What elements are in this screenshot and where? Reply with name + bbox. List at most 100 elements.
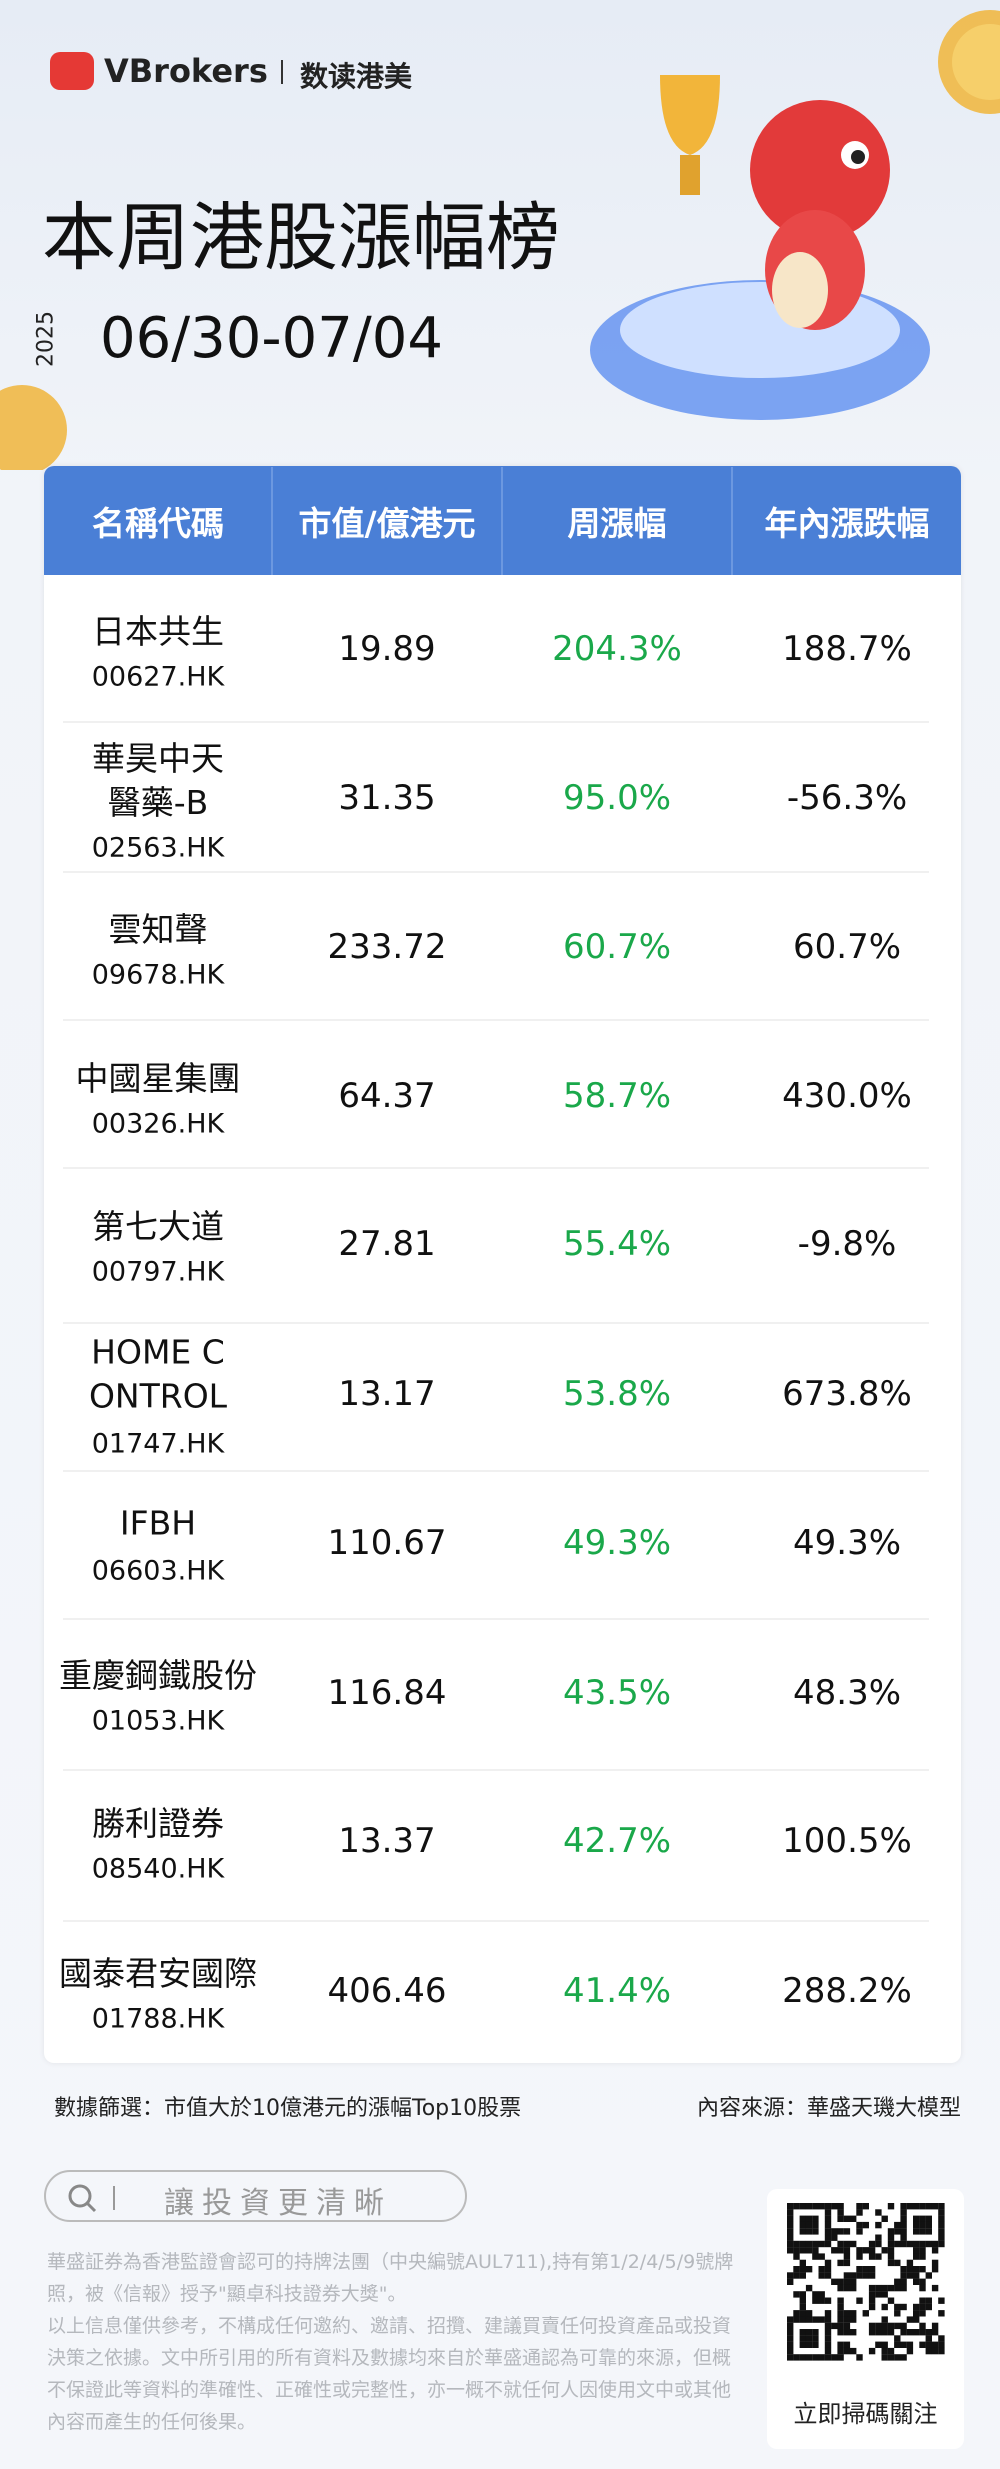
qr-module bbox=[925, 2203, 932, 2210]
decoration bbox=[0, 10, 1000, 470]
qr-module bbox=[913, 2221, 920, 2229]
qr-module bbox=[894, 2341, 901, 2348]
qr-module bbox=[837, 2215, 844, 2222]
qr-module bbox=[818, 2297, 825, 2304]
stock-name: 雲知聲 bbox=[108, 910, 208, 949]
qr-module bbox=[787, 2203, 794, 2210]
qr-module bbox=[787, 2240, 794, 2248]
qr-module bbox=[887, 2240, 895, 2248]
qr-module bbox=[805, 2221, 813, 2229]
stock-code: 00326.HK bbox=[91, 1108, 225, 1140]
stock-name: 中國星集團 bbox=[75, 1059, 241, 1098]
weekly-change: 60.7% bbox=[562, 927, 672, 967]
qr-module bbox=[799, 2329, 806, 2336]
qr-module bbox=[831, 2228, 838, 2235]
qr-module bbox=[938, 2228, 945, 2235]
row-divider bbox=[63, 1769, 929, 1771]
market-cap: 406.46 bbox=[327, 1971, 447, 2011]
qr-module bbox=[875, 2322, 882, 2330]
weekly-change: 49.3% bbox=[562, 1523, 672, 1563]
qr-module bbox=[868, 2322, 876, 2330]
stock-name: IFBH bbox=[119, 1503, 197, 1543]
stock-name: 日本共生 bbox=[92, 612, 224, 651]
stock-name: 華昊中天 bbox=[92, 739, 224, 778]
qr-module bbox=[812, 2316, 819, 2323]
ytd-change: -9.8% bbox=[797, 1224, 897, 1264]
stock-name: 第七大道 bbox=[92, 1207, 224, 1246]
qr-module bbox=[856, 2272, 863, 2279]
qr-module bbox=[862, 2221, 869, 2229]
qr-module bbox=[831, 2322, 838, 2330]
qr-module bbox=[868, 2247, 876, 2254]
qr-box: 立即掃碼關注 bbox=[767, 2189, 964, 2449]
qr-module bbox=[818, 2266, 825, 2273]
qr-module bbox=[824, 2266, 832, 2273]
stock-name: 勝利證券 bbox=[92, 1804, 224, 1843]
qr-module bbox=[799, 2221, 806, 2229]
market-cap: 13.17 bbox=[338, 1374, 436, 1414]
qr-module bbox=[919, 2240, 926, 2248]
weekly-change: 58.7% bbox=[562, 1076, 672, 1116]
qr-module bbox=[787, 2215, 794, 2222]
stock-code: 08540.HK bbox=[91, 1853, 225, 1885]
qr-module bbox=[900, 2203, 907, 2210]
search-bar[interactable]: 讓投資更清晰 bbox=[44, 2170, 467, 2222]
qr-module bbox=[900, 2215, 907, 2222]
qr-module bbox=[837, 2303, 844, 2311]
qr-module bbox=[868, 2253, 876, 2260]
qr-module bbox=[900, 2272, 907, 2279]
qr-module bbox=[856, 2203, 863, 2210]
qr-module bbox=[938, 2215, 945, 2222]
qr-module bbox=[919, 2341, 926, 2348]
qr-module bbox=[799, 2215, 806, 2222]
qr-module bbox=[818, 2316, 825, 2323]
qr-module bbox=[900, 2354, 907, 2361]
brand-sub: 数读港美 bbox=[300, 60, 413, 93]
qr-module bbox=[805, 2215, 813, 2222]
qr-module bbox=[925, 2228, 932, 2235]
market-cap: 27.81 bbox=[338, 1224, 436, 1264]
qr-module bbox=[793, 2291, 800, 2298]
qr-module bbox=[837, 2354, 844, 2361]
qr-module bbox=[843, 2310, 851, 2317]
qr-module bbox=[919, 2284, 926, 2292]
qr-module bbox=[887, 2259, 895, 2267]
qr-module bbox=[875, 2291, 882, 2298]
qr-module bbox=[938, 2234, 945, 2241]
qr-module bbox=[812, 2341, 819, 2348]
ytd-change: 48.3% bbox=[792, 1673, 902, 1713]
qr-module bbox=[868, 2284, 876, 2292]
qr-module bbox=[919, 2221, 926, 2229]
ytd-change: 430.0% bbox=[782, 1076, 912, 1116]
qr-module bbox=[812, 2354, 819, 2361]
qr-module bbox=[875, 2329, 882, 2336]
qr-module bbox=[913, 2266, 920, 2273]
qr-module bbox=[824, 2221, 832, 2229]
qr-module bbox=[843, 2272, 851, 2279]
row-divider bbox=[63, 1470, 929, 1472]
qr-module bbox=[900, 2234, 907, 2241]
qr-module bbox=[894, 2354, 901, 2361]
qr-module bbox=[837, 2278, 844, 2285]
qr-module bbox=[787, 2347, 794, 2355]
qr-module bbox=[793, 2203, 800, 2210]
qr-module bbox=[881, 2291, 888, 2298]
weekly-change: 55.4% bbox=[562, 1224, 672, 1264]
qr-module bbox=[906, 2329, 914, 2336]
column-header: 市值/億港元 bbox=[298, 504, 476, 543]
qr-module bbox=[787, 2247, 794, 2254]
weekly-change: 43.5% bbox=[562, 1673, 672, 1713]
qr-module bbox=[906, 2272, 914, 2279]
qr-module bbox=[913, 2278, 920, 2285]
qr-module bbox=[887, 2234, 895, 2241]
qr-module bbox=[887, 2253, 895, 2260]
qr-module bbox=[843, 2278, 851, 2285]
qr-module bbox=[850, 2272, 857, 2279]
row-divider bbox=[63, 871, 929, 873]
qr-module bbox=[894, 2228, 901, 2235]
qr-module bbox=[787, 2341, 794, 2348]
qr-module bbox=[881, 2354, 888, 2361]
qr-module bbox=[887, 2354, 895, 2361]
qr-module bbox=[793, 2247, 800, 2254]
qr-module bbox=[837, 2209, 844, 2216]
